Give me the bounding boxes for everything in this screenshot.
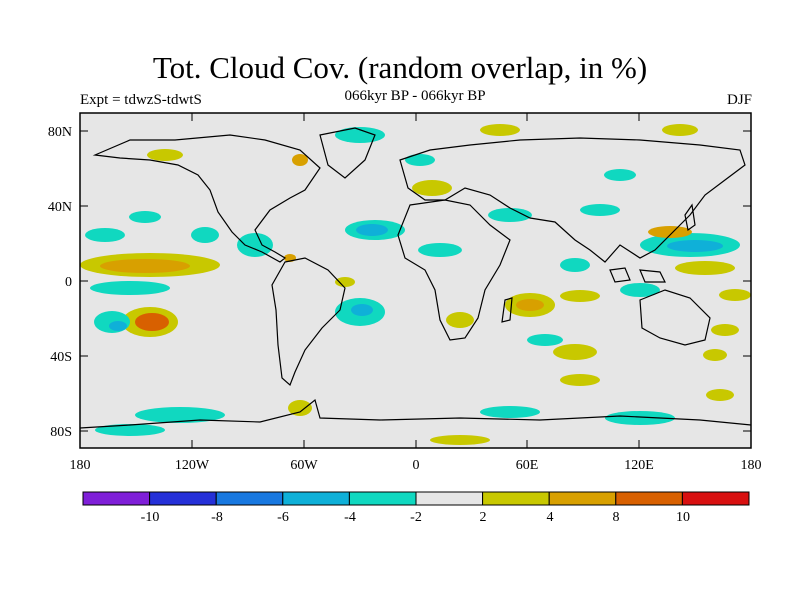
colorbar-box [681,491,750,506]
season-label: DJF [726,92,752,108]
colorbar-label: -8 [211,510,223,525]
colorbar-box [348,491,417,506]
map-panel [80,113,751,448]
longitude-axis: 180 120W 60W 0 60E 120E 180 [70,113,762,473]
colorbar-box [482,491,550,506]
colorbar-label: -2 [410,510,422,525]
latitude-axis: 80N 40N 0 40S 80S [48,125,751,440]
experiment-label: Expt = tdwzS-tdwtS [80,92,202,108]
colorbar-box [282,491,350,506]
lon-tick-label: 120W [175,458,210,473]
colorbar-label: 2 [480,510,487,525]
lon-tick-label: 0 [413,458,420,473]
colorbar-box [215,491,284,506]
colorbar-label: 10 [676,510,690,525]
anomaly-fields [80,124,751,445]
colorbar-box [415,491,484,506]
colorbar-label: 4 [547,510,554,525]
colorbar: -10 -8 -6 -4 -2 2 4 8 10 [82,491,750,525]
colorbar-label: -10 [141,510,160,525]
period-label: 066kyr BP - 066kyr BP [344,88,486,104]
colorbar-box [82,491,151,506]
lon-tick-label: 60E [516,458,539,473]
lon-tick-label: 120E [624,458,654,473]
colorbar-boxes [82,491,750,506]
lat-tick-label: 80S [50,425,72,440]
lat-tick-label: 40N [48,200,72,215]
lon-tick-label: 180 [741,458,762,473]
lon-tick-label: 180 [70,458,91,473]
colorbar-box [149,491,217,506]
lat-tick-label: 0 [65,275,72,290]
map-title: Tot. Cloud Cov. (random overlap, in %) [152,50,648,85]
colorbar-box [615,491,683,506]
lat-tick-label: 40S [50,350,72,365]
colorbar-box [548,491,617,506]
lat-tick-label: 80N [48,125,72,140]
colorbar-label: 8 [613,510,620,525]
colorbar-label: -6 [277,510,289,525]
coastlines [79,127,752,429]
lon-tick-label: 60W [290,458,318,473]
colorbar-label: -4 [344,510,356,525]
